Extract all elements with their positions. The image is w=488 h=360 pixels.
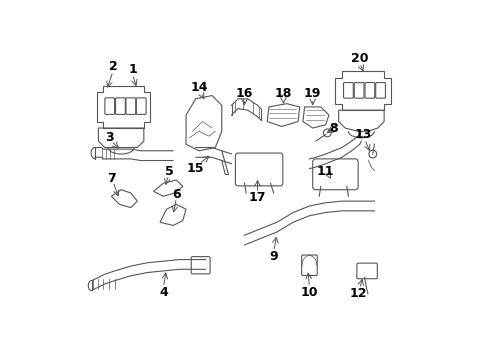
Text: 20: 20 <box>350 52 368 65</box>
Text: 2: 2 <box>108 60 117 73</box>
Text: 3: 3 <box>105 131 114 144</box>
Text: 1: 1 <box>128 63 137 76</box>
Text: 14: 14 <box>190 81 207 94</box>
Text: 12: 12 <box>349 287 366 300</box>
Text: 16: 16 <box>235 87 253 100</box>
Text: 8: 8 <box>329 122 337 135</box>
Text: 13: 13 <box>354 128 371 141</box>
Text: 11: 11 <box>316 165 334 179</box>
Text: 9: 9 <box>269 250 278 263</box>
Text: 4: 4 <box>159 285 167 298</box>
Text: 19: 19 <box>304 87 321 100</box>
Text: 10: 10 <box>300 285 318 298</box>
Text: 6: 6 <box>172 188 180 201</box>
Text: 7: 7 <box>107 172 116 185</box>
Text: 18: 18 <box>274 87 291 100</box>
Text: 17: 17 <box>248 192 265 204</box>
Text: 15: 15 <box>186 162 204 175</box>
Text: 5: 5 <box>165 165 174 179</box>
